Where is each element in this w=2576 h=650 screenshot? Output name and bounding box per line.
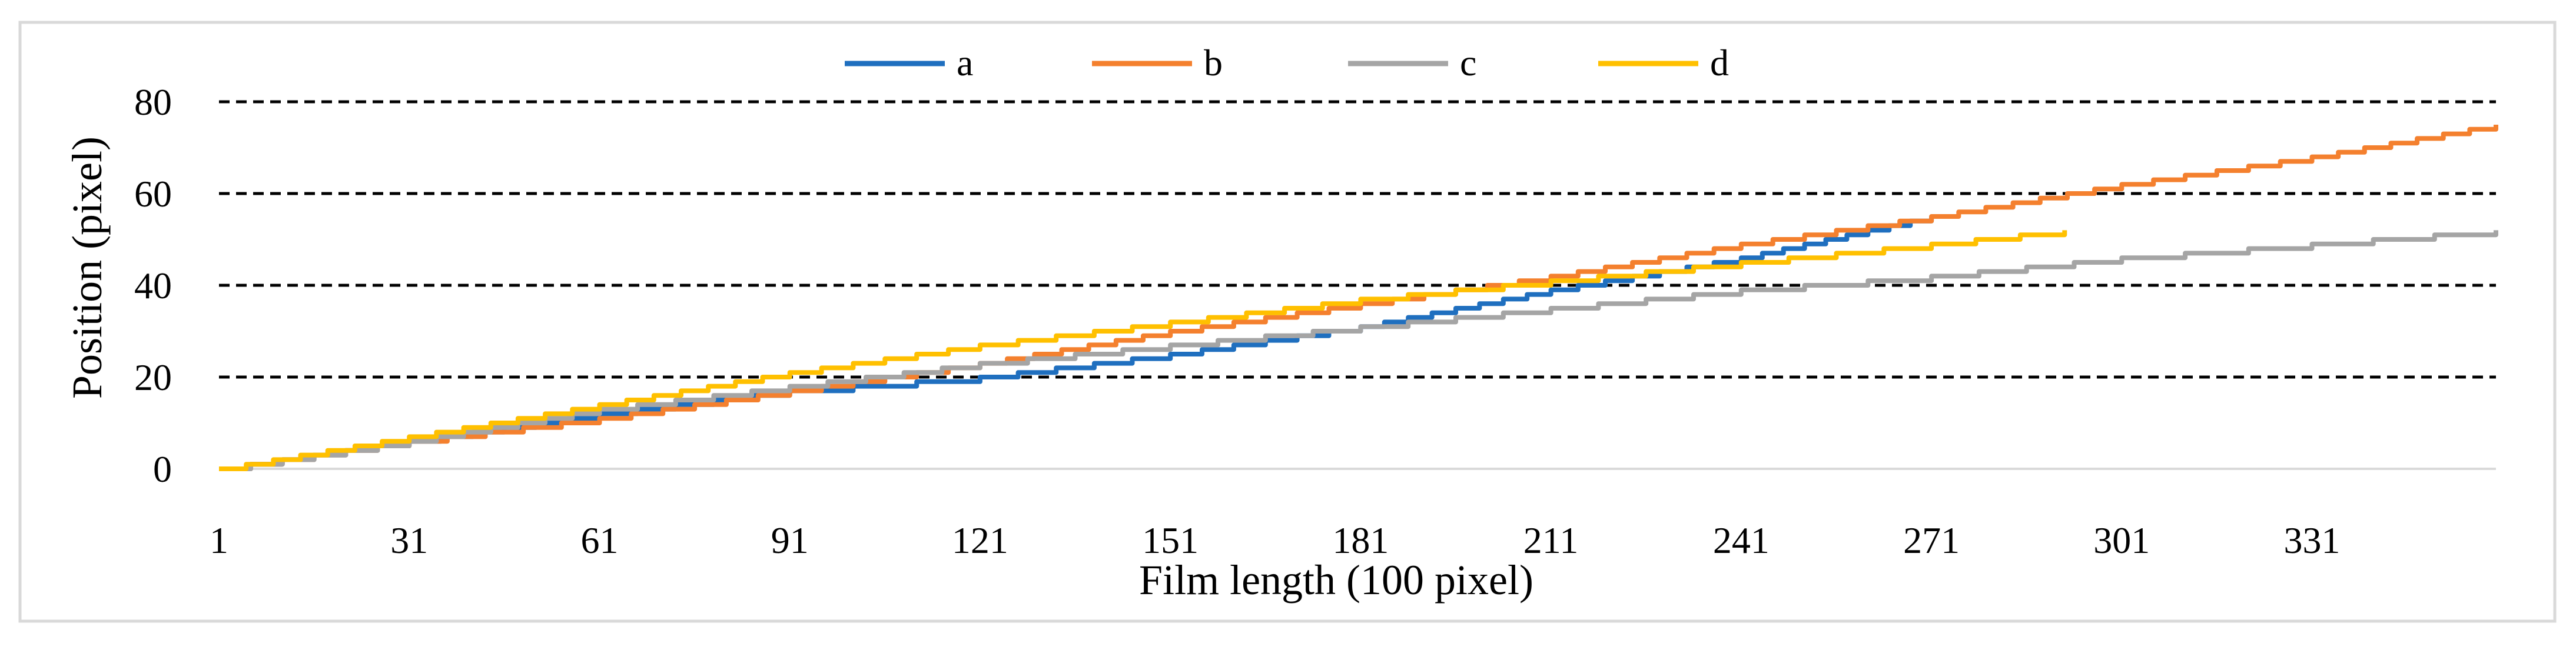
x-tick-label-331: 331 <box>2284 519 2341 561</box>
legend-label-a: a <box>957 42 973 84</box>
y-axis-ticks: 0 20 40 60 80 <box>134 81 172 490</box>
x-tick-label-271: 271 <box>1903 519 1960 561</box>
y-tick-label-0: 0 <box>153 448 172 490</box>
series-line-c <box>219 230 2498 471</box>
x-tick-label-61: 61 <box>580 519 618 561</box>
series-line-d <box>219 230 2067 471</box>
x-tick-label-121: 121 <box>952 519 1008 561</box>
x-axis-ticks: 1 31 61 91 121 151 181 211 241 271 301 331 <box>210 519 2341 561</box>
y-tick-label-80: 80 <box>134 81 172 123</box>
y-axis-title: Position (pixel) <box>64 136 111 399</box>
x-tick-label-151: 151 <box>1142 519 1199 561</box>
y-tick-label-40: 40 <box>134 265 172 306</box>
legend: a b c d <box>845 42 1729 84</box>
y-tick-label-60: 60 <box>134 173 172 215</box>
x-tick-label-91: 91 <box>771 519 809 561</box>
series-lines <box>219 125 2498 471</box>
legend-label-b: b <box>1204 42 1223 84</box>
gridlines <box>219 100 2496 470</box>
x-axis-title: Film length (100 pixel) <box>1139 556 1533 604</box>
x-tick-label-241: 241 <box>1713 519 1770 561</box>
chart-frame <box>18 21 2557 623</box>
series-line-b <box>219 125 2498 471</box>
y-tick-label-20: 20 <box>134 356 172 398</box>
x-tick-label-211: 211 <box>1523 519 1579 561</box>
legend-label-c: c <box>1460 42 1476 84</box>
x-tick-label-181: 181 <box>1332 519 1389 561</box>
x-tick-label-31: 31 <box>390 519 428 561</box>
x-tick-label-1: 1 <box>210 519 228 561</box>
x-tick-label-301: 301 <box>2093 519 2150 561</box>
legend-label-d: d <box>1710 42 1729 84</box>
